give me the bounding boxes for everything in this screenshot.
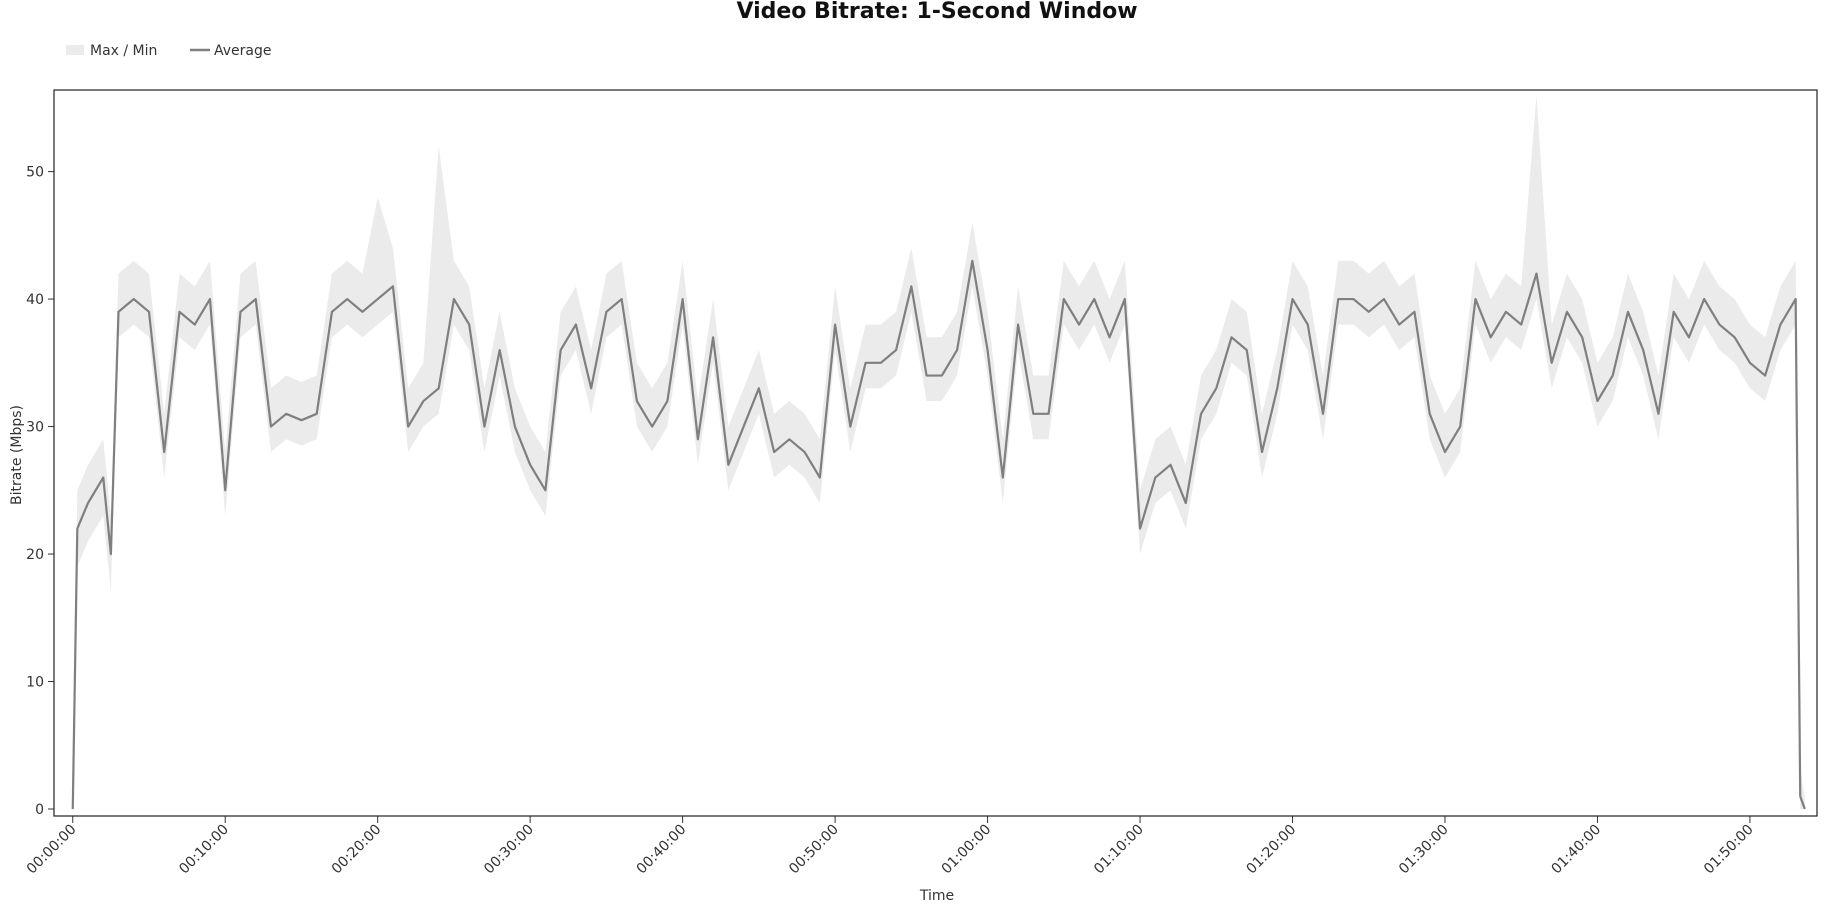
x-tick-label: 01:50:00	[1701, 822, 1757, 878]
x-tick-label: 01:20:00	[1244, 822, 1300, 878]
legend-swatch-band	[66, 45, 84, 55]
x-tick-label: 01:10:00	[1091, 822, 1147, 878]
y-tick-label: 30	[26, 420, 44, 436]
y-tick-label: 50	[26, 165, 44, 181]
y-tick-label: 20	[26, 547, 44, 563]
x-tick-label: 00:10:00	[176, 822, 232, 878]
y-tick-label: 40	[26, 292, 44, 308]
x-tick-label: 00:40:00	[634, 822, 690, 878]
x-tick-label: 00:30:00	[481, 822, 537, 878]
x-tick-label: 00:00:00	[24, 822, 80, 878]
chart-title: Video Bitrate: 1-Second Window	[736, 0, 1137, 24]
x-tick-label: 01:40:00	[1548, 822, 1604, 878]
y-tick-label: 0	[35, 802, 44, 818]
x-axis-label: Time	[919, 888, 954, 904]
x-tick-label: 01:00:00	[939, 822, 995, 878]
x-tick-label: 00:50:00	[786, 822, 842, 878]
max-min-band	[72, 95, 1805, 809]
y-axis-label: Bitrate (Mbps)	[9, 405, 25, 505]
legend-label: Max / Min	[90, 43, 157, 59]
x-tick-label: 00:20:00	[329, 822, 385, 878]
y-tick-label: 10	[26, 675, 44, 691]
average-line	[71, 259, 1806, 810]
x-tick-label: 01:30:00	[1396, 822, 1452, 878]
plot-frame	[53, 89, 1818, 817]
legend-label: Average	[214, 43, 272, 59]
